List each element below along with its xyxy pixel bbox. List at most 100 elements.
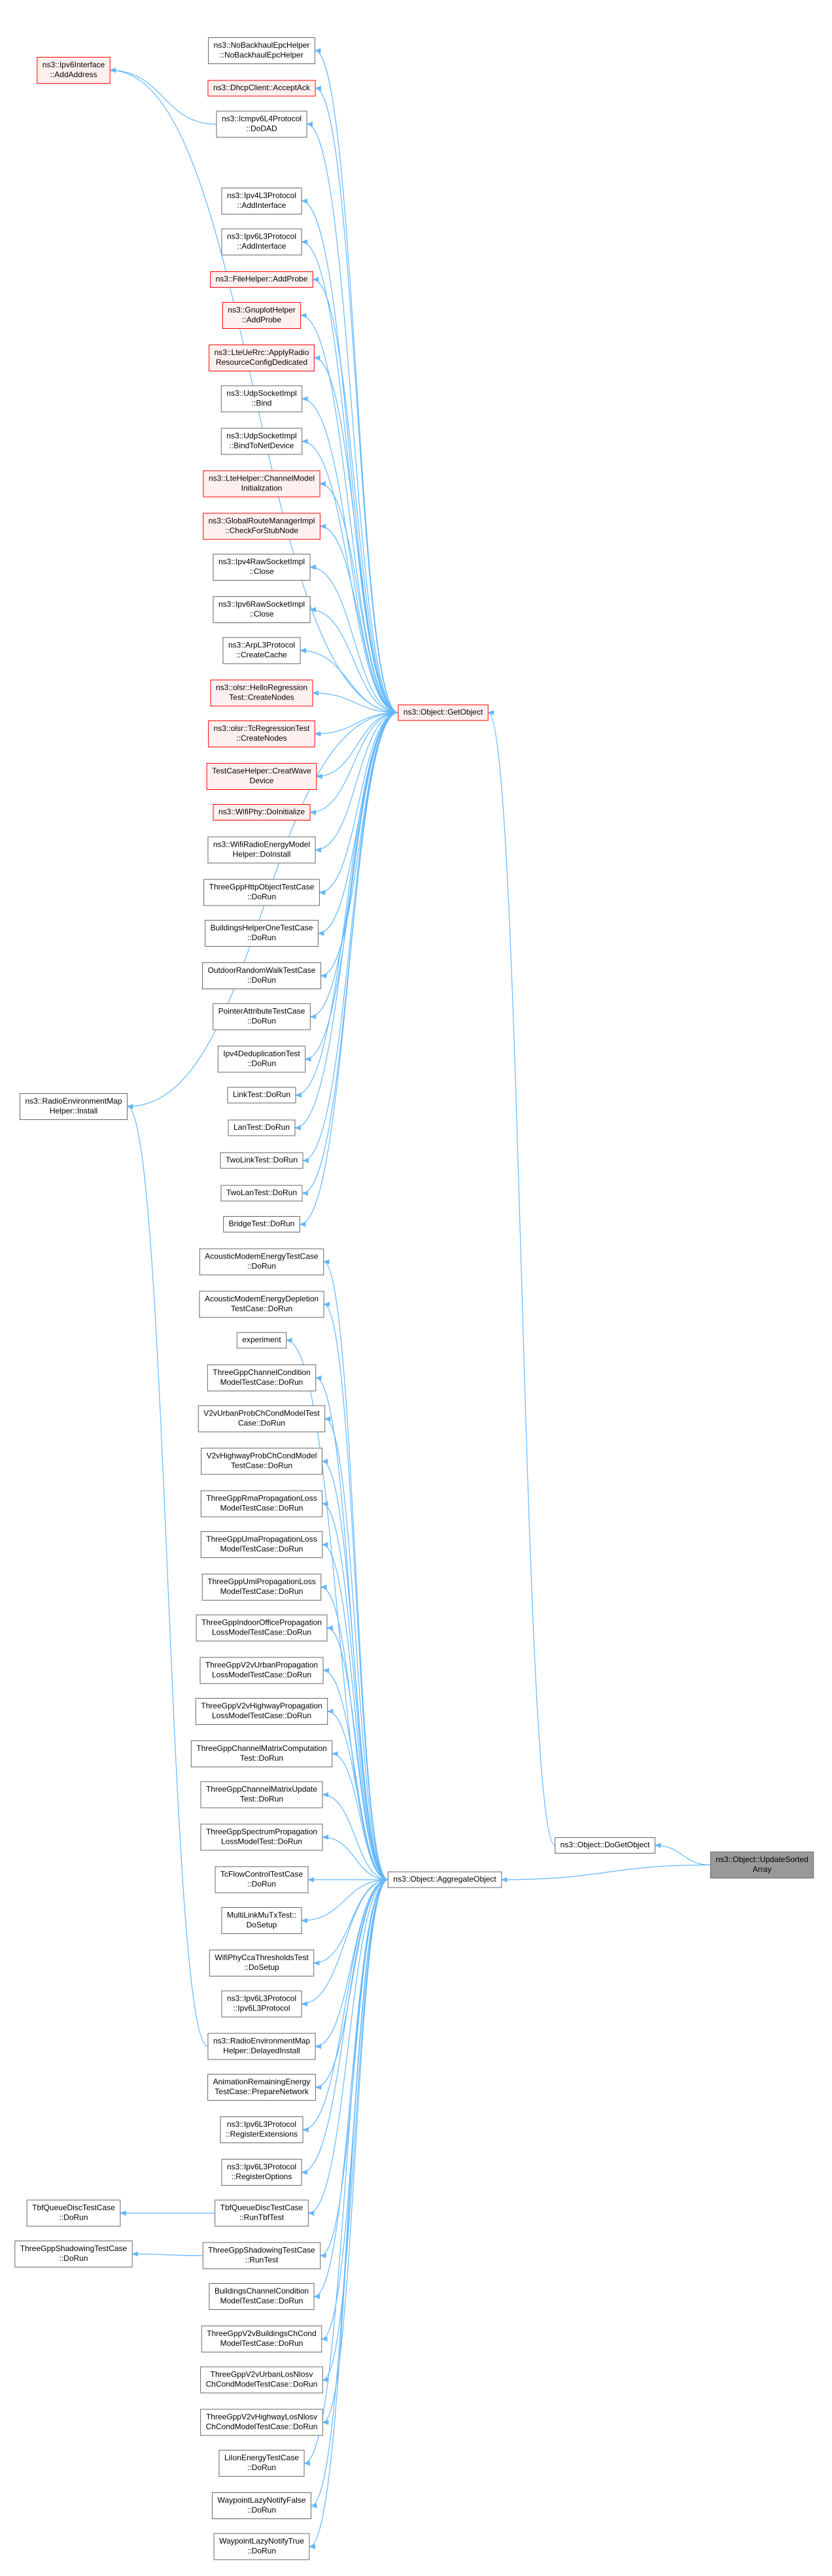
node: WifiPhyCcaThresholdsTest::DoSetup bbox=[209, 1950, 315, 1976]
node-label: ThreeGppV2vUrbanLosNlosv bbox=[211, 2370, 313, 2379]
node-label: ::DoRun bbox=[247, 933, 276, 942]
node: TwoLinkTest::DoRun bbox=[220, 1152, 303, 1169]
node-label: V2vUrbanProbChCondModelTest bbox=[203, 1409, 320, 1418]
node: ns3::UdpSocketImpl::BindToNetDevice bbox=[220, 428, 303, 455]
node-label: ModelTestCase::DoRun bbox=[220, 2296, 303, 2305]
node-label: ns3::WifiRadioEnergyModel bbox=[213, 840, 310, 849]
edge bbox=[315, 712, 398, 779]
node-label: ns3::LteUeRrc::ApplyRadio bbox=[215, 348, 309, 357]
node-box bbox=[14, 2241, 133, 2267]
node: ThreeGppRmaPropagationLossModelTestCase:… bbox=[200, 1490, 323, 1517]
node-box bbox=[213, 804, 311, 821]
node-box bbox=[203, 470, 321, 498]
edge bbox=[322, 1835, 389, 1880]
node-label: TbfQueueDiscTestCase bbox=[220, 2203, 303, 2212]
node-label: TbfQueueDiscTestCase bbox=[32, 2203, 115, 2212]
node-label: ::Ipv6L3Protocol bbox=[234, 2004, 290, 2013]
edge bbox=[300, 313, 398, 713]
edge bbox=[322, 1879, 389, 2425]
node-label: ThreeGppSpectrumPropagation bbox=[206, 1827, 317, 1837]
node-box bbox=[200, 2409, 323, 2436]
edge bbox=[302, 712, 398, 1163]
node: Ipv4DeduplicationTest::DoRun bbox=[217, 1045, 306, 1073]
node: ns3::Ipv6L3Protocol::RegisterOptions bbox=[221, 2159, 302, 2186]
node-box bbox=[216, 110, 307, 138]
node-box bbox=[220, 428, 303, 455]
node: AcousticModemEnergyTestCase::DoRun bbox=[199, 1248, 324, 1276]
node-label: ns3::GlobalRouteManagerImpl bbox=[209, 517, 315, 526]
edge bbox=[313, 1879, 389, 2299]
node-label: ns3::olsr::TcRegressionTest bbox=[214, 724, 310, 733]
node: ns3::Ipv6L3Protocol::AddInterface bbox=[221, 228, 302, 256]
node-box bbox=[220, 2116, 303, 2143]
edge bbox=[300, 648, 398, 713]
node-label: ModelTestCase::DoRun bbox=[220, 1378, 303, 1387]
node-label: PointerAttributeTestCase bbox=[218, 1007, 305, 1016]
node-label: ::DoRun bbox=[247, 2547, 276, 2556]
node-label: ::NoBackhaulEpcHelper bbox=[220, 50, 303, 59]
node-label: ns3::RadioEnvironmentMap bbox=[25, 1096, 122, 1106]
node-box bbox=[209, 2283, 315, 2310]
node-box bbox=[215, 2199, 309, 2227]
node: ns3::LteHelper::ChannelModelInitializati… bbox=[203, 470, 321, 498]
node-label: ns3::Ipv4L3Protocol bbox=[227, 191, 296, 200]
node-label: ModelTestCase::DoRun bbox=[220, 1587, 303, 1596]
node: ns3::ArpL3Protocol::CreateCache bbox=[222, 637, 301, 664]
node-label: LossModelTestCase::DoRun bbox=[212, 1628, 311, 1637]
node-label: experiment bbox=[242, 1335, 281, 1344]
node-label: ::DoRun bbox=[247, 2463, 276, 2472]
edge bbox=[313, 355, 398, 713]
node-label: ns3::Ipv6L3Protocol bbox=[227, 2120, 296, 2129]
node-label: Array bbox=[753, 1865, 772, 1874]
node-box bbox=[387, 1871, 502, 1888]
node-label: ThreeGppIndoorOfficePropagation bbox=[201, 1618, 322, 1627]
edge bbox=[126, 712, 398, 1110]
node-box bbox=[205, 920, 319, 947]
edge bbox=[312, 277, 398, 713]
node-box bbox=[195, 1698, 328, 1725]
node: ns3::UdpSocketImpl::Bind bbox=[220, 385, 303, 413]
edge bbox=[314, 712, 398, 737]
node-label: ns3::WifiPhy::DoInitialize bbox=[218, 807, 305, 817]
edge bbox=[299, 712, 398, 1227]
edge bbox=[321, 1542, 389, 1880]
edge bbox=[315, 86, 398, 713]
node-label: ns3::Object::DoGetObject bbox=[561, 1840, 650, 1850]
node: ns3::Ipv6RawSocketImpl::Close bbox=[213, 596, 311, 623]
node: ThreeGppHttpObjectTestCase::DoRun bbox=[203, 879, 320, 906]
node-label: ns3::Object::UpdateSorted bbox=[716, 1855, 808, 1864]
edge bbox=[302, 1879, 389, 2133]
edge bbox=[331, 1751, 389, 1880]
node-box bbox=[37, 57, 111, 84]
edge bbox=[326, 1625, 389, 1880]
node-box bbox=[218, 2450, 305, 2477]
node-label: Helper::DoInstall bbox=[233, 850, 291, 859]
node-box bbox=[199, 1291, 324, 1318]
node: MultiLinkMuTxTest::DoSetup bbox=[221, 1907, 302, 1934]
node: experiment bbox=[236, 1332, 287, 1349]
node-label: ::AddAddress bbox=[50, 70, 97, 79]
node-label: ns3::GnuplotHelper bbox=[228, 305, 295, 314]
node: ns3::DhcpClient::AcceptAck bbox=[207, 80, 316, 97]
node: ThreeGppSpectrumPropagationLossModelTest… bbox=[200, 1823, 323, 1851]
node-label: ::DoRun bbox=[247, 1017, 276, 1026]
node-label: ns3::LteHelper::ChannelModel bbox=[209, 474, 315, 483]
node-label: ThreeGppShadowingTestCase bbox=[208, 2246, 315, 2255]
node-box bbox=[220, 1185, 303, 1202]
node-box bbox=[208, 720, 315, 747]
node: LiIonEnergyTestCase::DoRun bbox=[218, 2450, 305, 2477]
node-label: ns3::olsr::HelloRegression bbox=[216, 683, 307, 692]
node-label: LossModelTestCase::DoRun bbox=[212, 1670, 311, 1680]
node-label: LanTest::DoRun bbox=[234, 1123, 290, 1132]
node-label: ns3::Object::GetObject bbox=[404, 707, 483, 717]
node: ns3::Ipv6Interface::AddAddress bbox=[37, 57, 111, 84]
node: ns3::Ipv6L3Protocol::RegisterExtensions bbox=[220, 2116, 303, 2143]
node-label: ::DoRun bbox=[247, 1262, 276, 1271]
node-label: ThreeGppShadowingTestCase bbox=[20, 2244, 128, 2253]
edge bbox=[301, 1879, 389, 2175]
node: ns3::LteUeRrc::ApplyRadioResourceConfigD… bbox=[209, 345, 315, 371]
node-label: ::DoRun bbox=[247, 975, 276, 985]
node: TcFlowControlTestCase::DoRun bbox=[215, 1866, 309, 1893]
node: OutdoorRandomWalkTestCase::DoRun bbox=[202, 962, 321, 989]
